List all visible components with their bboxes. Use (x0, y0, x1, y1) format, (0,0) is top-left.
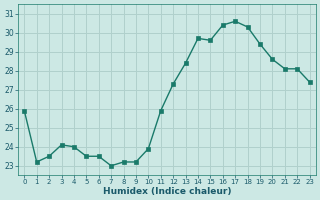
X-axis label: Humidex (Indice chaleur): Humidex (Indice chaleur) (103, 187, 231, 196)
